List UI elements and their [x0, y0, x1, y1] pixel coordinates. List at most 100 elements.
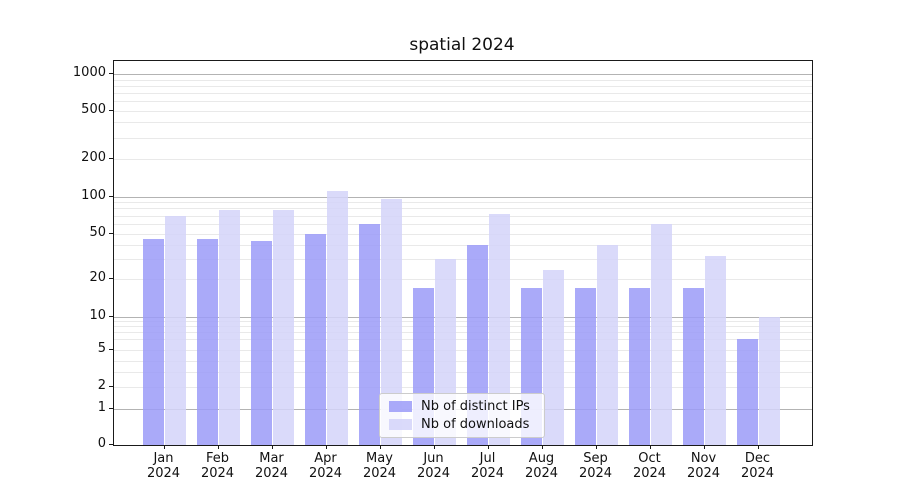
bar-nb-of-downloads-may-2024 [380, 199, 403, 445]
bar-nb-of-downloads-sep-2024 [596, 244, 619, 445]
gridline-5 [114, 350, 812, 351]
bar-nb-of-downloads-mar-2024 [272, 209, 295, 445]
y-tick-mark-5 [109, 349, 113, 350]
gridline-1000 [114, 74, 812, 75]
gridline-9 [114, 321, 812, 323]
bar-nb-of-distinct-ips-sep-2024 [574, 288, 597, 445]
legend-label-distinct-ips: Nb of distinct IPs [421, 399, 530, 415]
y-tick-label-1: 1 [97, 400, 106, 415]
y-tick-label-20: 20 [89, 270, 106, 286]
y-tick-mark-1 [109, 408, 113, 409]
x-tick-label-jul-2024: Jul 2024 [470, 451, 505, 481]
bar-nb-of-downloads-jan-2024 [164, 215, 187, 445]
x-tick-label-jun-2024: Jun 2024 [416, 451, 451, 481]
x-tick-label-jan-2024: Jan 2024 [146, 451, 181, 481]
y-tick-mark-20 [109, 278, 113, 280]
y-tick-mark-1000 [109, 73, 113, 74]
bar-nb-of-downloads-apr-2024 [326, 191, 349, 445]
legend-item-distinct-ips: Nb of distinct IPs [389, 399, 535, 414]
y-tick-label-10: 10 [89, 307, 106, 323]
x-tick-label-oct-2024: Oct 2024 [632, 451, 667, 481]
legend-swatch-distinct-ips [389, 401, 412, 413]
y-tick-label-1000: 1000 [72, 65, 106, 80]
bar-nb-of-distinct-ips-feb-2024 [196, 238, 219, 445]
y-tick-mark-0 [109, 444, 113, 445]
x-tick-label-apr-2024: Apr 2024 [308, 451, 343, 481]
bar-nb-of-downloads-jul-2024 [488, 214, 511, 445]
x-tick-label-aug-2024: Aug 2024 [524, 451, 559, 481]
y-tick-mark-200 [109, 158, 113, 160]
gridline-7 [114, 332, 812, 333]
gridline-900 [114, 79, 812, 81]
x-tick-mark-nov-2024 [703, 445, 705, 449]
x-tick-label-mar-2024: Mar 2024 [254, 451, 289, 481]
x-tick-mark-aug-2024 [541, 445, 543, 449]
y-tick-mark-100 [109, 195, 113, 197]
y-tick-mark-500 [109, 109, 113, 111]
x-tick-label-feb-2024: Feb 2024 [200, 451, 235, 481]
y-tick-label-100: 100 [81, 187, 106, 203]
gridline-400 [114, 122, 812, 124]
y-tick-mark-10 [109, 315, 113, 317]
gridline-90 [114, 202, 812, 203]
legend: Nb of distinct IPs Nb of downloads [379, 393, 545, 438]
x-tick-label-may-2024: May 2024 [362, 451, 397, 481]
x-tick-mark-feb-2024 [217, 445, 219, 449]
gridline-10 [114, 316, 812, 318]
y-tick-label-50: 50 [89, 224, 106, 240]
gridline-300 [114, 137, 812, 139]
x-tick-mark-mar-2024 [271, 445, 273, 449]
x-tick-mark-oct-2024 [649, 445, 651, 449]
bar-nb-of-distinct-ips-may-2024 [358, 223, 381, 445]
gridline-4 [114, 361, 812, 362]
x-tick-label-sep-2024: Sep 2024 [578, 451, 613, 481]
gridline-3 [114, 372, 812, 373]
x-tick-mark-apr-2024 [325, 445, 327, 449]
legend-item-downloads: Nb of downloads [389, 417, 535, 432]
bar-nb-of-distinct-ips-apr-2024 [304, 233, 327, 445]
gridline-30 [114, 259, 812, 261]
x-tick-mark-sep-2024 [595, 445, 597, 449]
gridline-200 [114, 159, 812, 161]
gridline-500 [114, 110, 812, 112]
bar-nb-of-distinct-ips-dec-2024 [736, 338, 759, 445]
x-tick-mark-jan-2024 [163, 445, 165, 449]
bar-nb-of-distinct-ips-oct-2024 [628, 288, 651, 445]
legend-swatch-downloads [389, 418, 412, 430]
bar-nb-of-downloads-oct-2024 [650, 223, 673, 445]
x-tick-label-nov-2024: Nov 2024 [686, 451, 721, 481]
y-tick-label-0: 0 [97, 436, 106, 451]
y-tick-label-500: 500 [81, 101, 106, 117]
bar-nb-of-downloads-nov-2024 [704, 255, 727, 445]
gridline-100 [114, 196, 812, 198]
y-tick-mark-50 [109, 232, 113, 234]
bar-nb-of-downloads-dec-2024 [758, 316, 781, 445]
gridline-50 [114, 233, 812, 235]
y-tick-mark-2 [109, 385, 113, 387]
gridline-60 [114, 223, 812, 225]
gridline-6 [114, 338, 812, 340]
gridline-20 [114, 279, 812, 281]
bar-nb-of-downloads-aug-2024 [542, 270, 565, 445]
y-tick-label-2: 2 [97, 377, 106, 393]
bar-nb-of-distinct-ips-mar-2024 [250, 241, 273, 445]
gridline-700 [114, 92, 812, 94]
bar-nb-of-downloads-feb-2024 [218, 209, 241, 445]
gridline-80 [114, 208, 812, 210]
gridline-2 [114, 386, 812, 388]
bar-nb-of-distinct-ips-jan-2024 [142, 238, 165, 445]
chart-title: spatial 2024 [409, 35, 515, 55]
y-tick-label-200: 200 [81, 150, 106, 166]
y-tick-label-5: 5 [97, 341, 106, 356]
legend-label-downloads: Nb of downloads [421, 416, 530, 432]
gridline-800 [114, 85, 812, 87]
x-tick-mark-jun-2024 [433, 445, 435, 449]
bar-nb-of-distinct-ips-nov-2024 [682, 288, 705, 445]
gridline-70 [114, 215, 812, 217]
gridline-8 [114, 326, 812, 328]
x-tick-mark-jul-2024 [487, 445, 489, 449]
gridline-40 [114, 244, 812, 246]
gridline-600 [114, 100, 812, 102]
x-tick-mark-dec-2024 [757, 445, 759, 449]
